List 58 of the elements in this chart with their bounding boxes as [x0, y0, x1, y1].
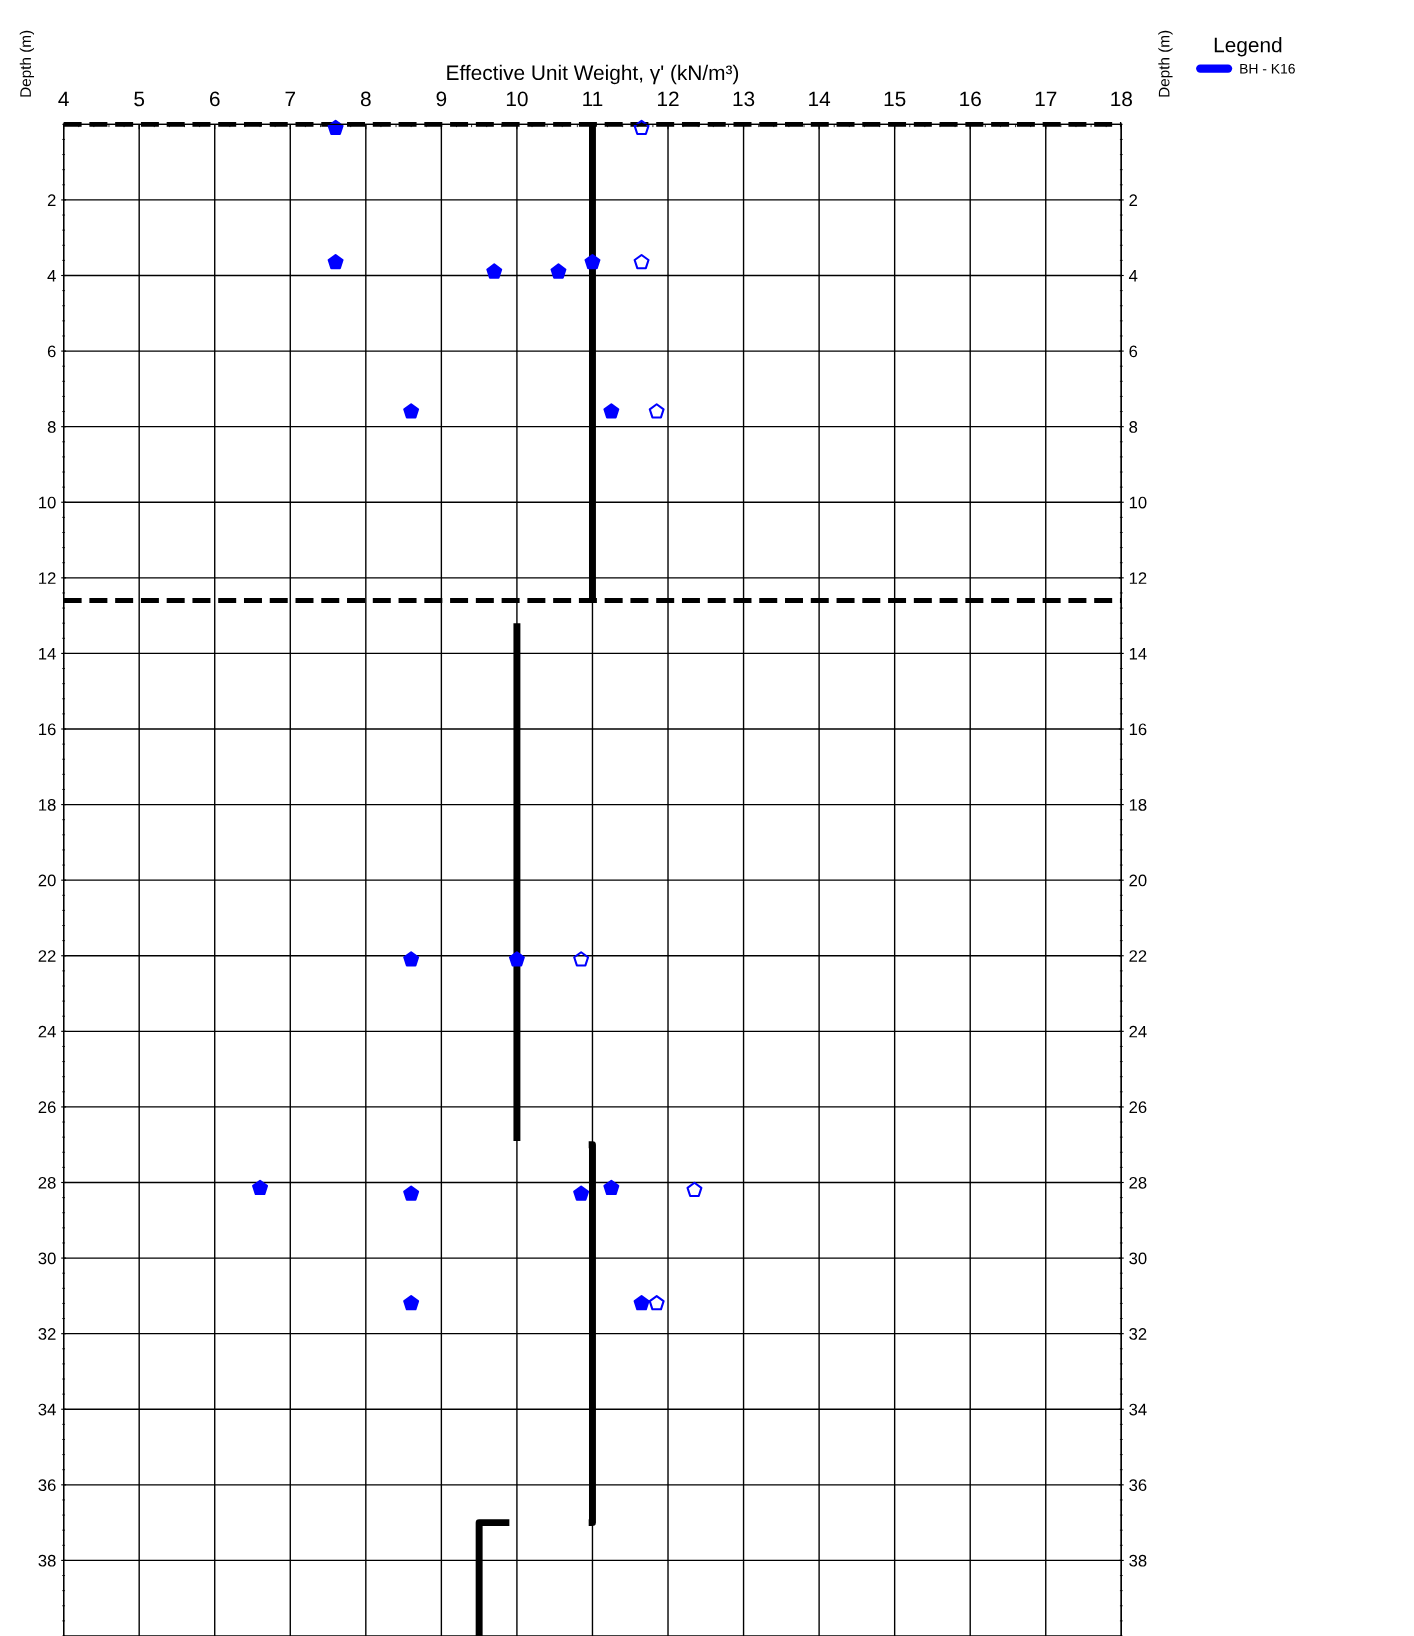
y2-tick-label: 12: [1129, 572, 1147, 584]
y-tick-label: 38: [38, 1554, 56, 1567]
y2-tick-label: 28: [1129, 1176, 1147, 1189]
y-tick-label: 30: [38, 1252, 56, 1265]
x-tick-label: 9: [436, 91, 447, 107]
y2-tick-label: 18: [1129, 798, 1147, 811]
y2-tick-label: 24: [1129, 1025, 1147, 1038]
y2-tick-label: 38: [1129, 1554, 1147, 1567]
y-tick-label: 36: [38, 1479, 56, 1492]
y-tick-label: 22: [38, 950, 56, 962]
y2-tick-label: 22: [1129, 950, 1147, 962]
x-tick-label: 7: [285, 91, 296, 107]
y2-tick-label: 8: [1129, 421, 1138, 433]
x-tick-label: 10: [506, 91, 528, 107]
y2-tick-label: 2: [1129, 194, 1138, 206]
x-tick-label: 16: [960, 91, 981, 107]
y-tick-label: 20: [38, 874, 56, 887]
y2-tick-label: 34: [1129, 1403, 1147, 1416]
legend-title: Legend: [1214, 37, 1282, 57]
y-tick-label: 10: [39, 496, 56, 509]
x-axis-title: Effective Unit Weight, γ' (kN/m³): [447, 64, 739, 85]
y2-tick-label: 36: [1129, 1479, 1147, 1492]
y-tick-label: 28: [38, 1176, 56, 1189]
y2-tick-label: 14: [1129, 647, 1147, 660]
y-tick-label: 26: [38, 1101, 56, 1114]
x-tick-label: 6: [209, 91, 220, 107]
y-tick-label: 18: [39, 798, 56, 811]
y2-tick-label: 30: [1129, 1252, 1147, 1265]
x-tick-label: 15: [884, 91, 906, 107]
x-tick-label: 17: [1035, 91, 1057, 107]
y2-tick-label: 6: [1129, 345, 1138, 358]
x-tick-label: 13: [733, 91, 755, 107]
x-tick-label: 14: [809, 91, 831, 107]
x-tick-label: 11: [583, 91, 603, 107]
y2-axis-title: Depth (m): [1158, 30, 1173, 97]
y-tick-label: 24: [38, 1025, 56, 1038]
legend-label: BH - K16: [1240, 63, 1295, 74]
y-tick-label: 2: [47, 194, 56, 206]
y2-tick-label: 20: [1129, 874, 1147, 887]
x-tick-label: 4: [58, 91, 69, 107]
y-tick-label: 4: [47, 270, 56, 282]
x-tick-label: 18: [1111, 91, 1132, 107]
x-tick-label: 12: [658, 91, 679, 107]
y-tick-label: 6: [47, 345, 56, 358]
y2-tick-label: 32: [1129, 1328, 1147, 1340]
y-tick-label: 16: [39, 723, 56, 736]
y2-tick-label: 10: [1129, 496, 1147, 509]
y2-tick-label: 4: [1128, 270, 1138, 282]
y2-tick-label: 26: [1129, 1101, 1147, 1114]
y-tick-label: 34: [38, 1403, 56, 1416]
y-tick-label: 8: [47, 421, 56, 433]
y-axis-title: Depth (m): [19, 30, 35, 97]
y-tick-label: 32: [38, 1328, 56, 1340]
y-tick-label: 14: [39, 647, 56, 660]
x-tick-label: 8: [360, 91, 371, 107]
x-tick-label: 5: [134, 91, 145, 107]
y2-tick-label: 16: [1129, 723, 1147, 736]
y-tick-label: 12: [39, 572, 56, 584]
